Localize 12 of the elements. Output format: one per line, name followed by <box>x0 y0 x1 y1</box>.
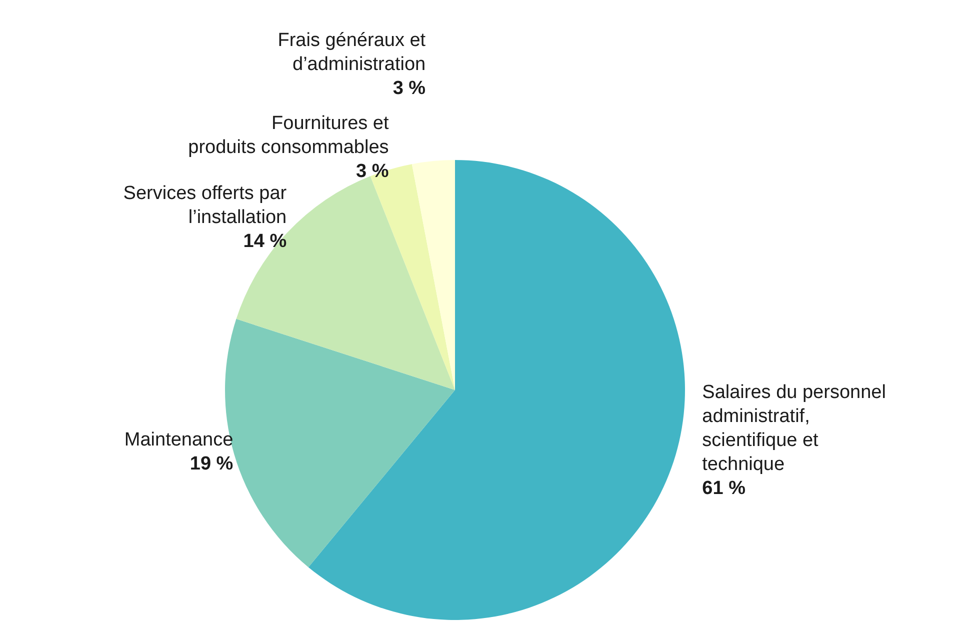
data-label: 19 % <box>190 453 234 474</box>
data-label: 3 % <box>392 78 426 99</box>
slice-label: Salaires du personnel administratif, scientifique et technique <box>702 382 886 475</box>
data-label: 14 % <box>243 230 287 252</box>
data-label: 61 % <box>702 478 746 499</box>
pie-slice <box>308 160 685 620</box>
slice-label: Fournitures et produits consommables <box>188 113 390 158</box>
slice-label: Frais généraux et d’administration <box>278 30 426 75</box>
pie-slice <box>412 160 455 390</box>
pie-slice <box>370 164 455 390</box>
data-label: 3 % <box>356 161 389 182</box>
slice-label: Services offerts par l’installation <box>123 182 288 228</box>
